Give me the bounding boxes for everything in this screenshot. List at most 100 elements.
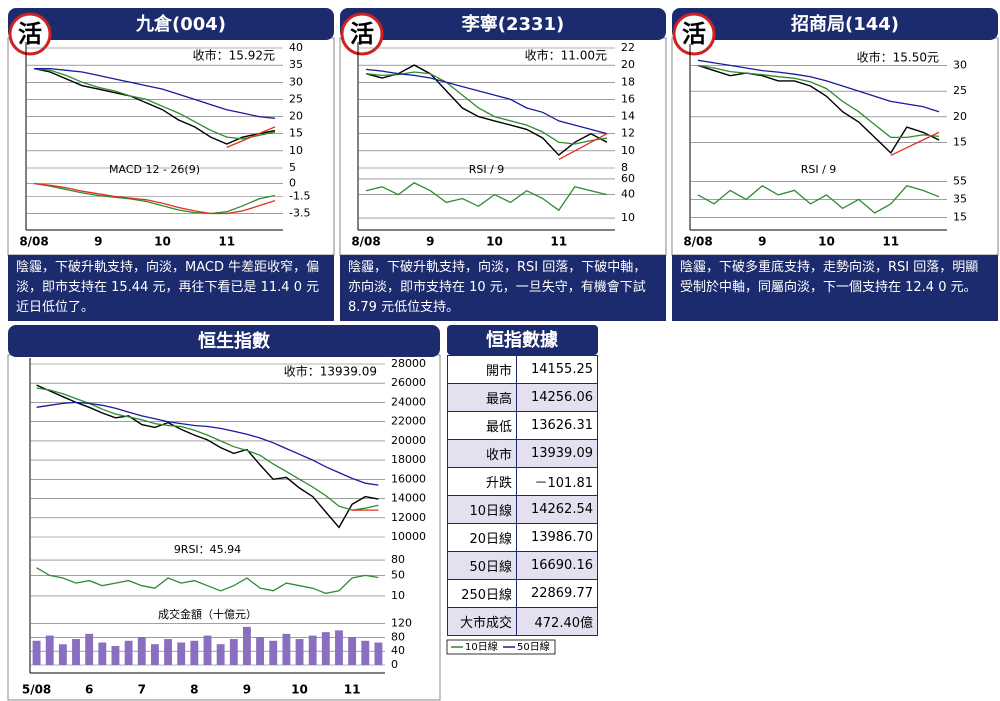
bar <box>150 644 159 665</box>
y-tick-label: -3.5 <box>289 206 310 219</box>
cell-label: 20日線 <box>447 523 517 552</box>
series-line <box>36 567 379 594</box>
table-row: 250日線 22869.77 <box>447 579 598 608</box>
series-line <box>33 67 276 140</box>
panel-header <box>672 8 998 40</box>
y-tick-label: 30 <box>289 75 303 88</box>
bar <box>137 637 146 665</box>
bar <box>243 626 251 665</box>
y-tick-label: -1.5 <box>289 189 310 202</box>
table-row: 開市 14155.25 <box>447 355 598 384</box>
table-row: 升跌 －101.81 <box>447 467 598 496</box>
series-line <box>36 384 379 529</box>
chart-title: RSI / 9 <box>801 163 837 176</box>
y-tick-label: 0 <box>391 658 398 671</box>
table-row: 10日線 14262.54 <box>447 495 598 524</box>
chart-title: MACD 12 - 26(9) <box>109 163 200 176</box>
y-tick-label: 120 <box>391 616 412 629</box>
x-tick-label: 8/08 <box>19 235 48 249</box>
series-line <box>34 67 276 119</box>
cell-value: 13986.70 <box>516 523 598 552</box>
bar <box>85 633 94 665</box>
table-row: 20日線 13986.70 <box>447 523 598 552</box>
x-tick-label: 11 <box>218 235 235 249</box>
cell-value: 14155.25 <box>516 355 598 384</box>
series-line <box>365 68 608 135</box>
chart-title: RSI / 9 <box>469 163 505 176</box>
table-title: 恒指數據 <box>486 329 559 351</box>
y-tick-label: 5 <box>289 161 296 174</box>
bar <box>308 635 317 665</box>
panel-header <box>8 325 440 357</box>
cell-value: 14262.54 <box>516 495 598 524</box>
bar <box>269 640 278 665</box>
bar <box>177 642 186 665</box>
y-tick-label: 20000 <box>391 434 426 447</box>
x-tick-label: 10 <box>154 235 171 249</box>
bar <box>124 640 133 665</box>
y-tick-label: 40 <box>391 644 405 657</box>
y-tick-label: 10 <box>621 211 635 224</box>
y-tick-label: 10 <box>289 144 303 157</box>
bar <box>295 639 304 665</box>
panel-header <box>8 8 334 40</box>
bar <box>98 642 107 665</box>
y-tick-label: 10 <box>391 589 405 602</box>
annotation: 收市：11.00元 <box>525 48 607 63</box>
cell-value: 22869.77 <box>516 579 598 608</box>
x-tick-label: 8/08 <box>351 235 380 249</box>
x-tick-label: 9 <box>426 235 434 249</box>
cell-value: 13626.31 <box>516 411 598 440</box>
panel-body <box>7 37 335 256</box>
table-row: 收市 13939.09 <box>447 439 598 468</box>
cell-label: 升跌 <box>447 467 517 496</box>
y-tick-label: 16 <box>621 92 635 105</box>
x-tick-label: 9 <box>758 235 766 249</box>
y-tick-label: 0 <box>289 177 296 190</box>
series-line <box>226 126 276 148</box>
x-tick-label: 10 <box>291 683 308 697</box>
series-line <box>36 387 379 511</box>
y-tick-label: 80 <box>391 630 405 643</box>
bar <box>58 644 67 665</box>
x-tick-label: 6 <box>85 683 93 697</box>
y-tick-label: 15 <box>289 127 303 140</box>
bar <box>45 635 54 665</box>
y-tick-label: 35 <box>953 192 967 205</box>
chart-title: 9RSI：45.94 <box>174 543 241 556</box>
bar <box>190 640 199 665</box>
cell-label: 50日線 <box>447 551 517 580</box>
y-tick-label: 40 <box>289 41 303 54</box>
x-tick-label: 11 <box>344 683 361 697</box>
bar <box>72 639 80 665</box>
y-tick-label: 15 <box>953 136 967 149</box>
y-tick-label: 15 <box>953 210 967 223</box>
cell-label: 收市 <box>447 439 517 468</box>
cell-value: 14256.06 <box>516 383 598 412</box>
badge-text: 活 <box>682 20 706 48</box>
y-tick-label: 25 <box>289 92 303 105</box>
y-tick-label: 80 <box>391 553 405 566</box>
panel-body <box>671 37 999 256</box>
cell-label: 250日線 <box>447 579 517 608</box>
cell-label: 大市成交 <box>447 607 517 636</box>
y-tick-label: 35 <box>289 58 303 71</box>
bar <box>348 637 357 665</box>
y-tick-label: 14000 <box>391 492 426 505</box>
y-tick-label: 10000 <box>391 530 426 543</box>
legend-box <box>446 639 556 655</box>
y-tick-label: 24000 <box>391 395 426 408</box>
y-tick-label: 55 <box>953 174 967 187</box>
series-line <box>33 182 276 215</box>
series-line <box>33 182 276 215</box>
y-tick-label: 12 <box>621 127 635 140</box>
legend-label: 50日線 <box>517 640 550 653</box>
x-tick-label: 10 <box>818 235 835 249</box>
panel-title: 招商局(144) <box>791 13 899 35</box>
annotation: 收市：13939.09 <box>284 364 377 379</box>
bar <box>164 639 172 665</box>
badge <box>672 12 716 56</box>
panel-title: 李寧(2331) <box>461 13 565 35</box>
y-tick-label: 22000 <box>391 415 426 428</box>
